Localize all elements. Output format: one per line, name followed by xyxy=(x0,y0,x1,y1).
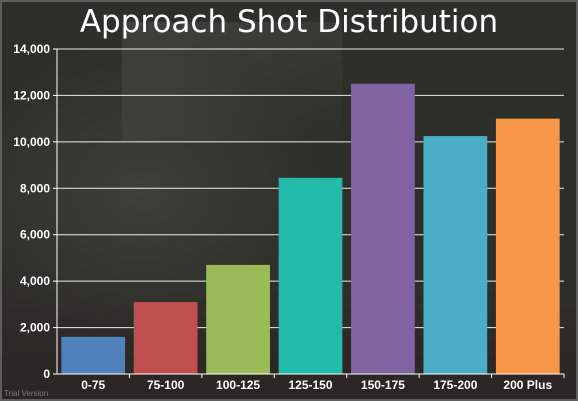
watermark-text: Trial Version xyxy=(4,389,49,398)
bar-75-100 xyxy=(133,302,198,374)
y-tick-label: 6,000 xyxy=(20,228,50,242)
x-tick-label: 125-150 xyxy=(288,378,332,392)
bars xyxy=(61,83,560,375)
x-axis-tick-labels: 0-75 75-100 100-125 125-150 150-175 175-200 20… xyxy=(81,374,565,392)
bar-125-150 xyxy=(278,177,343,374)
x-tick-label: 75-100 xyxy=(147,378,185,392)
x-tick-label: 150-175 xyxy=(361,378,405,392)
y-tick-label: 10,000 xyxy=(13,135,50,149)
y-tick-label: 8,000 xyxy=(20,181,50,195)
bar-175-200 xyxy=(423,136,488,374)
y-axis-tick-labels: 0 2,000 4,000 6,000 8,000 10,000 12,000 14,000 xyxy=(13,42,50,381)
x-tick-label: 175-200 xyxy=(433,378,477,392)
bar-200 Plus xyxy=(495,118,560,375)
y-tick-label: 2,000 xyxy=(20,321,50,335)
x-tick-label: 0-75 xyxy=(81,378,105,392)
x-tick-label: 100-125 xyxy=(216,378,260,392)
bar-0-75 xyxy=(61,336,126,374)
y-tick-label: 12,000 xyxy=(13,88,50,102)
y-tick-label: 0 xyxy=(43,367,50,381)
bar-100-125 xyxy=(206,264,270,374)
chart-title: Approach Shot Distribution xyxy=(79,4,499,40)
y-tick-label: 4,000 xyxy=(20,274,50,288)
x-tick-label: 200 Plus xyxy=(503,378,552,392)
background-photo-highlight xyxy=(122,22,342,142)
y-tick-label: 14,000 xyxy=(13,42,50,56)
bar-150-175 xyxy=(351,83,415,375)
